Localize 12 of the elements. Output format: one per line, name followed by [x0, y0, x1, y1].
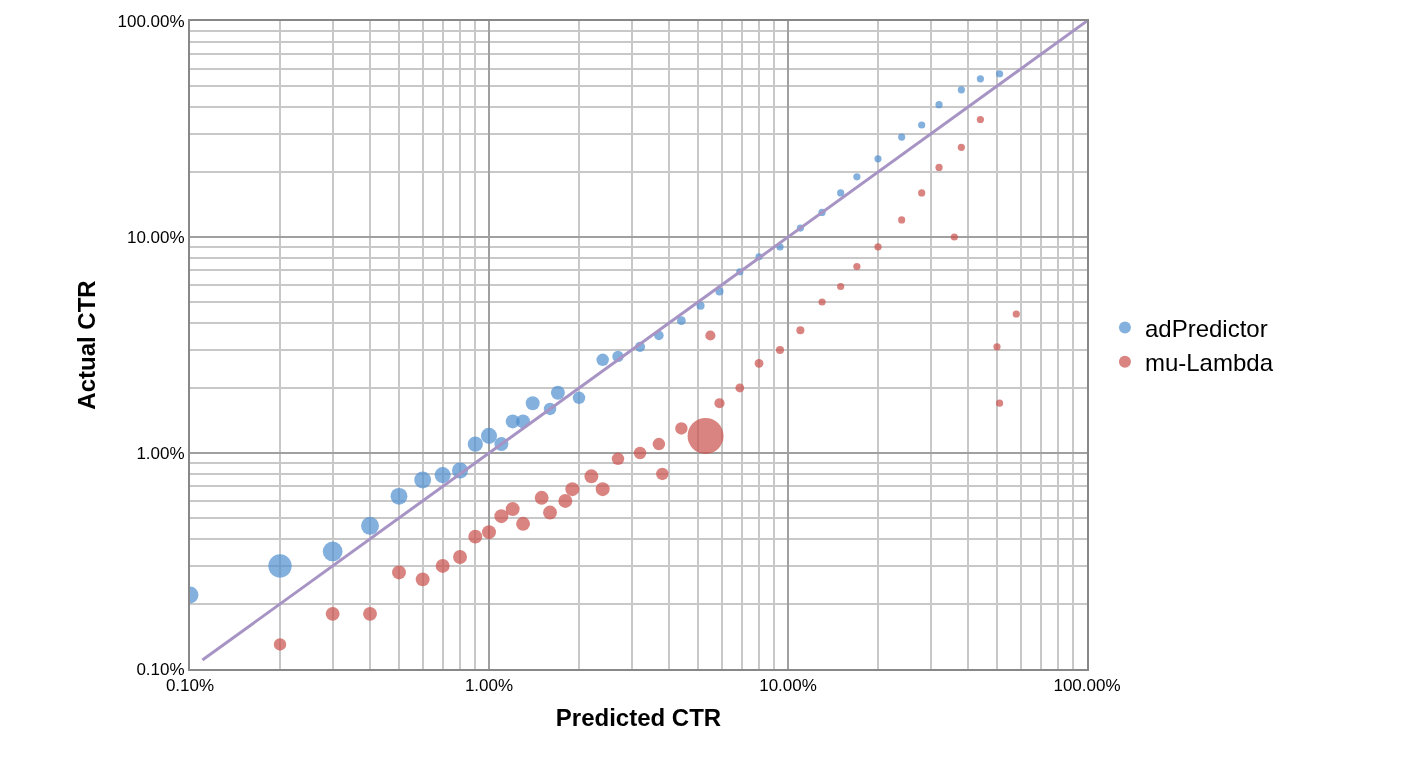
x-axis-title: Predicted CTR	[555, 704, 722, 732]
y-axis-title: Actual CTR	[73, 280, 101, 410]
y-tick-label: 0.10%	[136, 659, 185, 679]
legend-label: mu-Lambda	[1144, 349, 1274, 377]
legend-label: adPredictor	[1144, 314, 1268, 342]
x-tick-label: 0.10%	[165, 676, 215, 696]
x-tick-label: 100.00%	[1053, 676, 1121, 696]
x-tick-label: 10.00%	[759, 676, 817, 696]
y-tick-label: 1.00%	[136, 443, 185, 463]
y-tick-label: 10.00%	[126, 227, 185, 247]
y-tick-label: 100.00%	[117, 11, 185, 31]
x-tick-label: 1.00%	[464, 676, 514, 696]
